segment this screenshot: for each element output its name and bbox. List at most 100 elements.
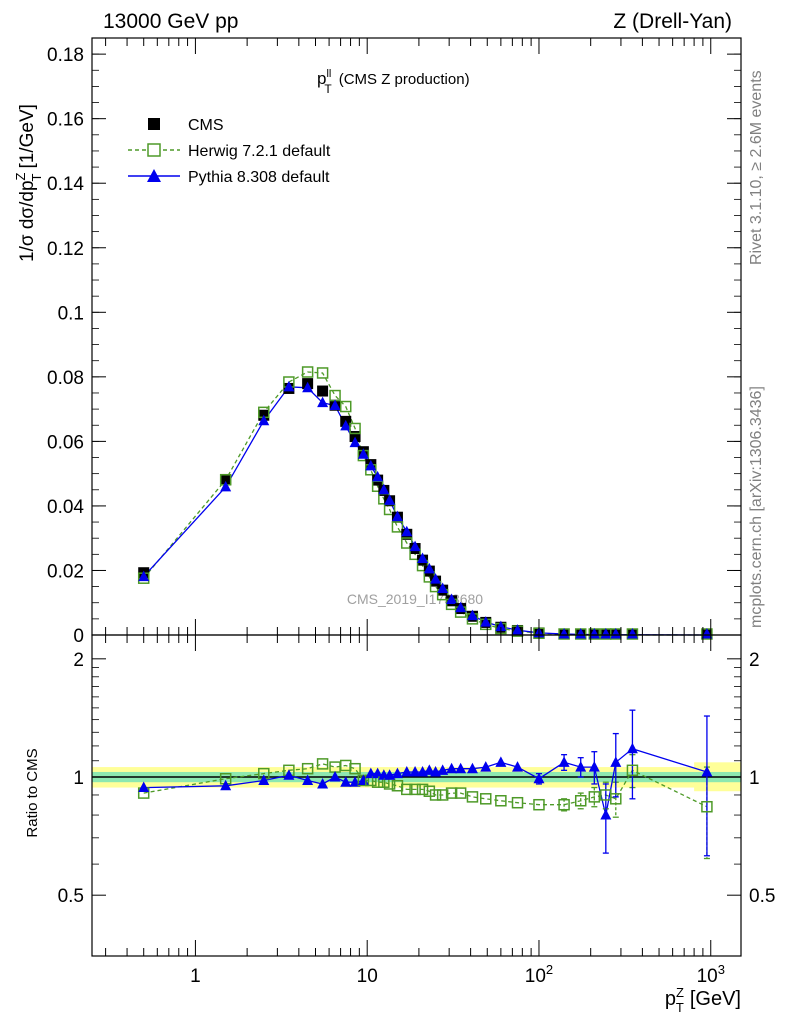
ratio-pythia-point (533, 772, 545, 784)
ratio-herwig-point (533, 798, 545, 811)
pythia-point (610, 628, 622, 639)
legend-cms-marker (148, 118, 160, 130)
main-ytick-label: 0.18 (47, 45, 84, 66)
main-ytick-label: 0.12 (47, 239, 84, 260)
ratio-herwig-point (401, 783, 413, 796)
main-ytick-label: 0.06 (47, 432, 84, 453)
ratio-axes: 0.5 0.51 12 21 10 102 103 (58, 634, 775, 987)
title-main: p (317, 69, 326, 88)
ratio-pythia-point (302, 774, 314, 785)
pythia-point (349, 436, 361, 448)
title-rest: (CMS Z production) (339, 71, 470, 88)
pythia-point (417, 552, 429, 564)
ratio-xtick-label: 103 (697, 962, 725, 987)
pythia-point (391, 510, 403, 522)
main-panel: CMS_2019_I1753680 00.020.040.060.080.10.… (13, 37, 742, 647)
legend-entry-cms: CMS (148, 117, 224, 134)
cms-point (317, 385, 329, 397)
pythia-point (575, 628, 587, 639)
xlabel-main: p (665, 988, 676, 1010)
ratio-herwig-line (143, 763, 708, 808)
xlabel-sub: T (676, 1000, 684, 1015)
ratio-herwig-point (454, 787, 467, 799)
xlabel-unit: [GeV] (690, 988, 741, 1010)
pythia-point (384, 494, 396, 505)
ratio-herwig-point (626, 764, 639, 777)
ratio-pythia-point (626, 742, 638, 754)
xtick-base: 10 (357, 966, 378, 987)
ratio-frame (91, 634, 742, 957)
pythia-point (409, 540, 421, 552)
main-ytick-label: 0.16 (47, 110, 84, 131)
ratio-pythia-point (329, 771, 341, 782)
ratio-pythia-point (138, 781, 150, 793)
ratio-pythia-point (512, 761, 524, 772)
main-ytick-label: 0 (73, 626, 84, 647)
herwig-point (316, 367, 329, 379)
cms-point (220, 473, 232, 485)
pythia-point (365, 459, 377, 471)
ratio-pythia-point (317, 777, 329, 789)
legend-herwig-label: Herwig 7.2.1 default (188, 143, 331, 160)
ratio-pythia-point (480, 761, 492, 772)
ratio-herwig-point (445, 787, 458, 799)
ratio-pythia-point (575, 761, 587, 772)
ratio-pythia-point (600, 809, 612, 820)
ratio-herwig-point (495, 795, 507, 807)
pythia-point (378, 483, 390, 495)
ratio-herwig-point (511, 796, 524, 809)
ratio-xtick-label: 10 (357, 966, 378, 987)
ratio-pythia-point (437, 764, 449, 775)
ratio-herwig-point (429, 789, 442, 801)
ratio-herwig-point (301, 762, 314, 775)
ratio-herwig-point (349, 762, 361, 775)
ratio-pythia-point (610, 756, 622, 767)
legend-cms-label: CMS (188, 117, 224, 134)
pythia-point (495, 620, 507, 632)
pythia-point (423, 562, 435, 574)
ratio-pythia-point (409, 765, 421, 777)
ratio-xlabel: pZ T [GeV] (665, 985, 741, 1015)
pythia-point (446, 593, 458, 605)
pythia-point (626, 628, 638, 639)
ylabel-sub: T (29, 173, 44, 181)
ratio-pythia-point (372, 767, 384, 779)
main-ytick-label: 0.04 (47, 497, 84, 518)
ratio-pythia-point (466, 762, 478, 774)
ratio-pythia-point (495, 756, 507, 767)
ratio-herwig-point (409, 783, 421, 796)
pythia-point (340, 419, 352, 431)
ratio-pythia-point (588, 761, 600, 772)
herwig-point (339, 400, 352, 413)
ratio-pythia-point (283, 769, 295, 780)
ratio-herwig-point (416, 783, 429, 796)
ylabel-sup: Z (13, 172, 28, 180)
pythia-point (455, 601, 467, 613)
ratio-pythia-point (701, 765, 713, 777)
xtick-base: 10 (697, 966, 718, 987)
main-ytick-label: 0.08 (47, 368, 84, 389)
legend-entry-herwig: Herwig 7.2.1 default (128, 143, 331, 160)
ratio-ytick-label-right: 1 (749, 768, 760, 789)
pythia-point (372, 470, 384, 482)
pythia-point (480, 616, 492, 627)
ratio-pythia-point (391, 767, 403, 779)
xtick-base: 1 (190, 966, 201, 987)
ratio-pythia-point (340, 776, 352, 787)
pythia-point (302, 381, 314, 393)
ratio-xtick-label: 1 (190, 966, 201, 987)
pythia-point (317, 396, 329, 408)
ratio-herwig-point (588, 791, 601, 803)
herwig-point (391, 521, 404, 533)
xlabel-sup: Z (676, 985, 684, 1000)
ratio-ytick-label-right: 0.5 (749, 886, 775, 907)
legend-entry-pythia: Pythia 8.308 default (128, 169, 330, 186)
ratio-herwig-point (701, 800, 713, 813)
pythia-point (401, 525, 413, 537)
header-left: 13000 GeV pp (103, 10, 238, 33)
main-ytick-label: 0.1 (58, 303, 84, 324)
pythia-point (437, 582, 449, 594)
pythia-point (283, 380, 295, 392)
